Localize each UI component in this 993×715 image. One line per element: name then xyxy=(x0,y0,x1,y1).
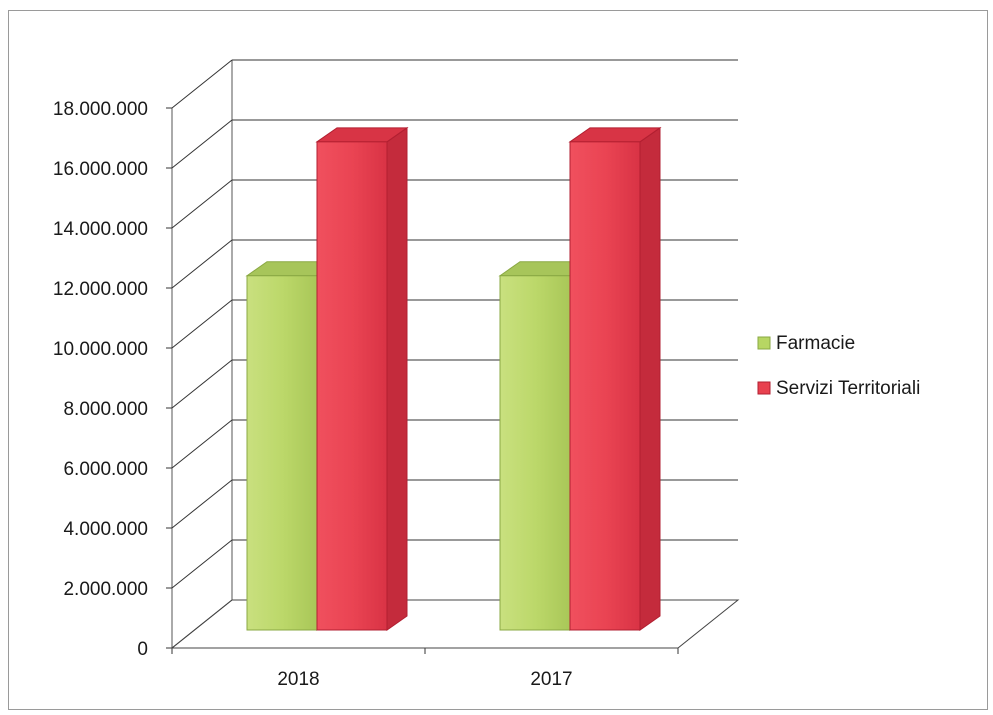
chart-walls xyxy=(171,60,233,648)
gridline-diagonal xyxy=(171,119,233,169)
y-tick-label: 12.000.000 xyxy=(53,279,148,300)
y-tick-label: 14.000.000 xyxy=(53,219,148,240)
gridline-diagonal xyxy=(171,179,233,229)
y-tick-label: 10.000.000 xyxy=(53,339,148,360)
y-tick-label: 6.000.000 xyxy=(63,459,148,480)
gridline-diagonal xyxy=(171,359,233,409)
y-tick-label: 0 xyxy=(137,639,148,660)
y-tick-label: 18.000.000 xyxy=(53,99,148,120)
legend-item: Servizi Territoriali xyxy=(757,378,920,399)
bar-servizi-territoriali-2017 xyxy=(568,126,662,631)
legend-swatch xyxy=(757,336,771,350)
gridline-diagonal xyxy=(171,419,233,469)
bar-servizi-territoriali-2018 xyxy=(315,126,409,631)
x-category-label: 2017 xyxy=(530,669,572,690)
gridline-diagonal xyxy=(171,539,233,589)
legend: Farmacie Servizi Territoriali xyxy=(757,333,920,399)
legend-item: Farmacie xyxy=(757,333,855,354)
x-category-label: 2018 xyxy=(277,669,319,690)
y-tick-label: 4.000.000 xyxy=(63,519,148,540)
gridline-diagonal xyxy=(171,239,233,289)
y-axis-tick-labels: 0 2.000.000 4.000.000 6.000.000 8.000.000 10.… xyxy=(53,99,148,660)
legend-label: Servizi Territoriali xyxy=(776,378,920,399)
y-tick-label: 8.000.000 xyxy=(63,399,148,420)
legend-label: Farmacie xyxy=(776,333,855,354)
floor-outline xyxy=(170,599,740,649)
y-tick-label: 2.000.000 xyxy=(63,579,148,600)
gridline-diagonal xyxy=(171,59,233,109)
gridline-diagonal xyxy=(171,479,233,529)
x-axis-category-labels: 2018 2017 xyxy=(277,669,572,690)
chart-floor xyxy=(170,599,740,649)
gridline-diagonal xyxy=(171,299,233,349)
y-tick-label: 16.000.000 xyxy=(53,159,148,180)
bars-group xyxy=(245,126,662,631)
legend-swatch xyxy=(757,381,771,395)
